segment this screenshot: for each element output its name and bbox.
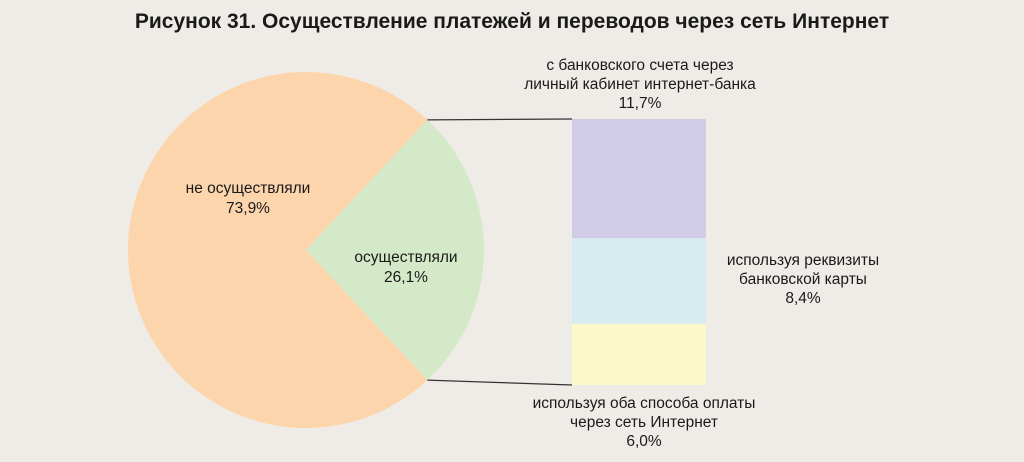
pie-group: [128, 72, 484, 428]
chart-title: Рисунок 31. Осуществление платежей и пер…: [135, 10, 889, 33]
bar-label-both-methods-line1: используя оба способа оплаты: [533, 395, 756, 412]
bar-label-internet-bank-line2: личный кабинет интернет-банка: [524, 76, 756, 93]
pie-label-osushchestvlyali: осуществляли: [354, 249, 457, 266]
pie-slice-osushchestvlyali: [306, 119, 484, 381]
bar-value-both-methods: 6,0%: [626, 433, 662, 450]
bar-label-card-details-line1: используя реквизиты: [727, 252, 879, 269]
bar-value-internet-bank: 11,7%: [619, 95, 662, 112]
bar-label-both-methods-line2: через сеть Интернет: [570, 414, 718, 431]
bar-segment-card-details: [572, 238, 706, 324]
bar-segment-internet-bank: [572, 119, 706, 239]
pie-value-osushchestvlyali: 26,1%: [384, 269, 428, 286]
stacked-bar: [572, 119, 706, 385]
connector-line-bottom: [427, 379, 573, 386]
bar-value-card-details: 8,4%: [785, 290, 821, 307]
connector-lines: [427, 118, 573, 386]
pie-slice-ne-osushchestvlyali: [128, 72, 428, 428]
pie-label-ne-osushchestvlyali: не осуществляли: [186, 180, 311, 197]
bar-label-card-details-line2: банковской карты: [739, 271, 867, 288]
connector-line-top: [427, 118, 573, 121]
bar-segment-both-methods: [572, 323, 706, 385]
pie-value-ne-osushchestvlyali: 73,9%: [226, 200, 270, 217]
bar-label-internet-bank-line1: с банковского счета через: [546, 57, 733, 74]
